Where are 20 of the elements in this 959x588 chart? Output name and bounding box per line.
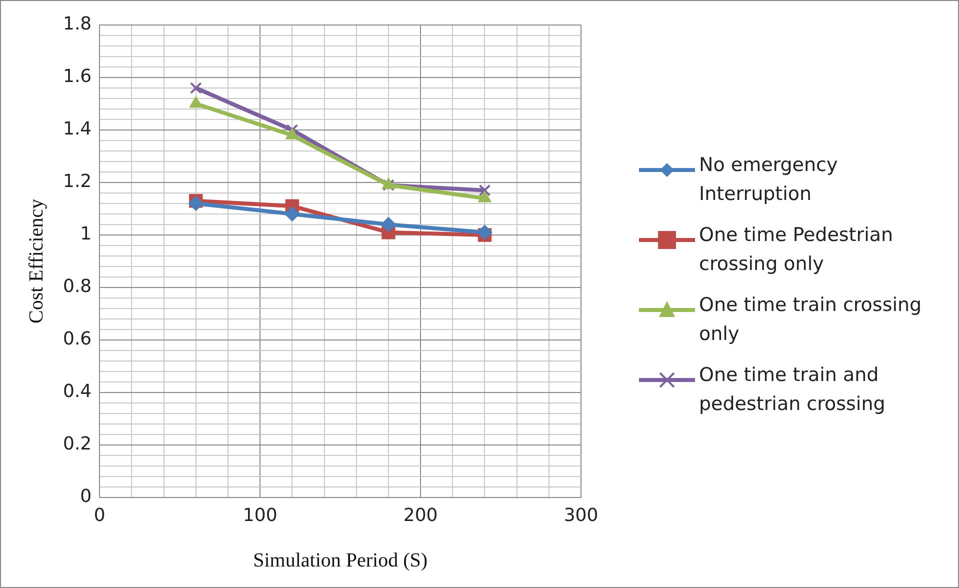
x-tick-label: 200 xyxy=(403,504,438,526)
y-tick-label: 1.2 xyxy=(62,171,92,192)
y-tick-label: 0.8 xyxy=(62,276,92,298)
legend-label: No emergency Interruption xyxy=(699,153,839,207)
legend-label: One time train crossing only xyxy=(699,293,923,347)
x-tick-label: 100 xyxy=(242,504,278,526)
y-tick-label: 0.6 xyxy=(62,328,92,350)
y-tick-label: 1.8 xyxy=(62,14,92,35)
y-tick-label: 0.2 xyxy=(62,434,92,455)
y-axis-title: Cost Efficiency xyxy=(25,198,48,324)
y-tick-label: 1.4 xyxy=(62,118,92,140)
legend-label: One time train and pedestrian crossing xyxy=(699,363,886,417)
y-tick-label: 0 xyxy=(80,486,92,508)
y-tick-label: 0.4 xyxy=(62,381,92,402)
y-tick-label: 1.6 xyxy=(62,66,92,88)
x-axis-title: Simulation Period (S) xyxy=(253,549,428,572)
y-tick-label: 1 xyxy=(80,224,92,245)
x-tick-label: 0 xyxy=(94,504,106,526)
x-tick-label: 300 xyxy=(564,504,598,526)
legend-label: One time Pedestrian crossing only xyxy=(699,223,894,277)
